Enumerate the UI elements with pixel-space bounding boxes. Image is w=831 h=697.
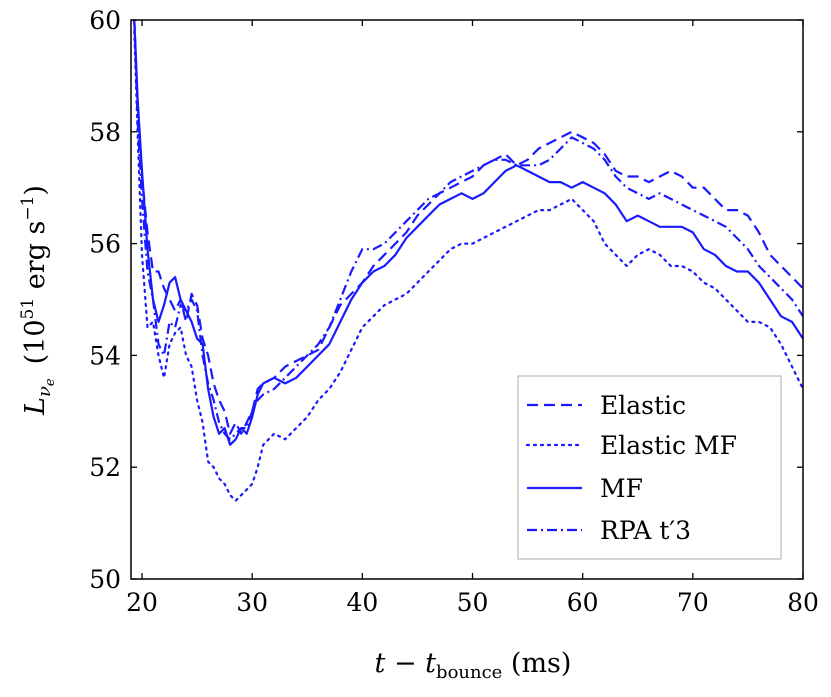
x-tick-label: 80	[787, 588, 819, 617]
series-line-rpa-t-3	[133, 19, 804, 441]
plot-lines	[133, 19, 805, 502]
y-tick-label: 52	[89, 453, 121, 482]
x-tick-label: 60	[567, 588, 599, 617]
x-axis-label-base: t − t	[375, 648, 437, 679]
legend-label-elastic: Elastic	[600, 391, 686, 420]
x-axis-label-tail: (ms)	[502, 648, 571, 679]
x-tick-label: 70	[677, 588, 709, 617]
x-axis-label: t − tbounce (ms)	[375, 648, 572, 683]
y-tick-label: 50	[89, 565, 121, 594]
svg-text:Lνe(1051 erg s−1): Lνe (1051 erg s−1)	[18, 185, 58, 416]
y-axis-label-unit-post: )	[20, 185, 51, 196]
x-tick-label: 50	[457, 588, 489, 617]
series-line-elastic	[133, 19, 804, 435]
y-tick-label: 60	[89, 6, 121, 35]
series-line-elastic-mf	[133, 30, 805, 502]
axis-ticks: 20 30 40 50 60 70 80 50 52 54 56 58 60	[89, 6, 819, 617]
y-tick-label: 58	[89, 118, 121, 147]
legend-box	[517, 375, 782, 560]
y-axis-label-subsub: e	[43, 378, 58, 386]
svg-text:t − tbounce (ms): t − tbounce (ms)	[375, 648, 572, 683]
y-axis-label-base: L	[20, 397, 51, 416]
y-axis-label-sub: ν	[34, 386, 55, 397]
y-tick-label: 54	[89, 341, 121, 370]
legend: Elastic Elastic MF MF RPA t′3	[517, 375, 782, 560]
series-line-mf	[133, 19, 804, 446]
legend-label-rpa: RPA t′3	[600, 516, 691, 545]
x-tick-label: 20	[126, 588, 158, 617]
y-axis-label-unit-mid: erg s	[20, 221, 51, 298]
legend-label-elastic-mf: Elastic MF	[600, 431, 737, 460]
y-axis-label: Lνe (1051 erg s−1)	[18, 185, 58, 416]
x-axis-label-sub: bounce	[436, 662, 502, 683]
legend-label-mf: MF	[600, 474, 643, 503]
y-axis-label-unit-exp: 51	[18, 298, 38, 320]
plot-frame	[130, 19, 804, 580]
y-tick-label: 56	[89, 230, 121, 259]
y-axis-label-unit-pre: (10	[20, 319, 51, 364]
x-tick-label: 40	[346, 588, 378, 617]
x-tick-label: 30	[236, 588, 268, 617]
y-axis-label-unit-exp2: −1	[18, 196, 38, 221]
